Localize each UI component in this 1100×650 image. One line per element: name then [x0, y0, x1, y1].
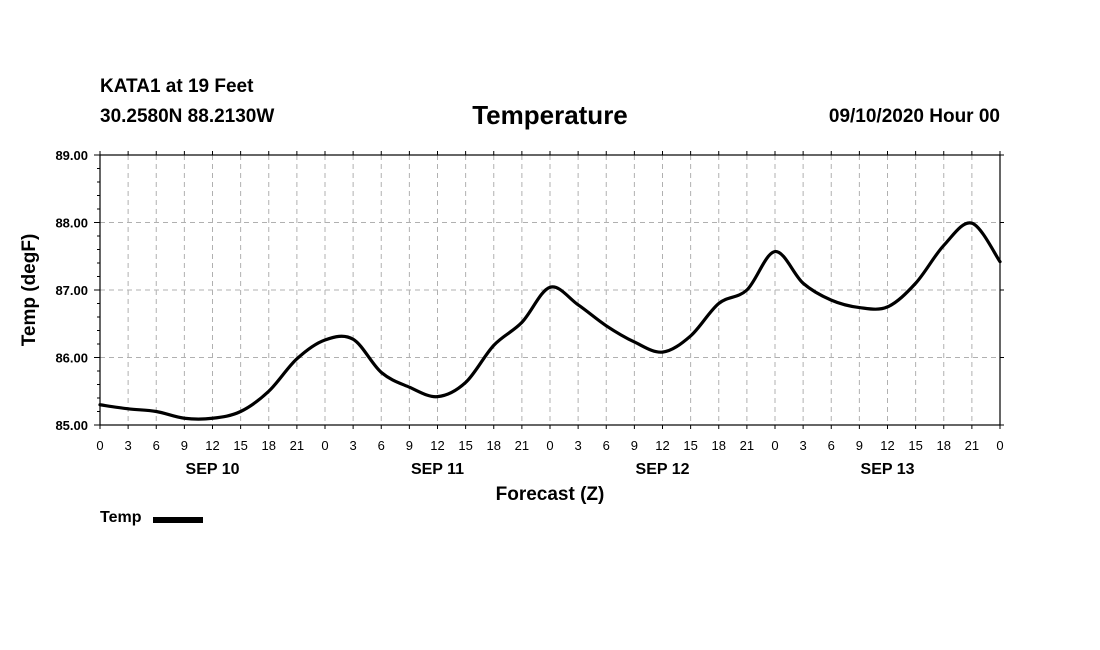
x-tick-label: 12 — [430, 438, 444, 453]
x-tick-label: 15 — [683, 438, 697, 453]
chart-title: Temperature — [472, 100, 628, 130]
y-axis-title: Temp (degF) — [19, 234, 40, 347]
x-tick-label: 3 — [125, 438, 132, 453]
x-tick-label: 18 — [487, 438, 501, 453]
x-tick-label: 0 — [771, 438, 778, 453]
x-tick-label: 15 — [908, 438, 922, 453]
x-tick-label: 18 — [712, 438, 726, 453]
x-tick-label: 9 — [631, 438, 638, 453]
legend-line-swatch — [153, 516, 204, 523]
ticks: 0 3 6 9 12 15 18 21 0 3 6 9 12 15 18 21 0 3 6 9 12 15 18 21 0 3 6 9… — [55, 148, 1004, 478]
y-tick-label: 89.00 — [55, 148, 88, 163]
grid — [100, 155, 1000, 425]
x-tick-label: 21 — [965, 438, 979, 453]
date-label: SEP 10 — [186, 461, 240, 478]
x-tick-label: 6 — [828, 438, 835, 453]
x-tick-label: 3 — [575, 438, 582, 453]
y-tick-label: 87.00 — [55, 283, 88, 298]
x-tick-label: 9 — [181, 438, 188, 453]
x-tick-label: 0 — [96, 438, 103, 453]
x-axis-title: Forecast (Z) — [496, 484, 605, 505]
x-tick-label: 12 — [655, 438, 669, 453]
x-tick-label: 21 — [740, 438, 754, 453]
run-time-label: 09/10/2020 Hour 00 — [828, 106, 1000, 127]
x-tick-label: 3 — [350, 438, 357, 453]
x-tick-label: 9 — [856, 438, 863, 453]
x-tick-label: 9 — [406, 438, 413, 453]
y-tick-label: 88.00 — [55, 216, 88, 231]
station-label: KATA1 at 19 Feet — [100, 76, 254, 97]
date-label: SEP 12 — [636, 461, 690, 478]
date-label: SEP 13 — [861, 461, 915, 478]
x-tick-label: 12 — [880, 438, 894, 453]
x-tick-label: 18 — [937, 438, 951, 453]
x-tick-label: 15 — [458, 438, 472, 453]
x-tick-label: 3 — [800, 438, 807, 453]
x-tick-label: 21 — [290, 438, 304, 453]
series-line-temp — [98, 221, 1002, 421]
legend-label: Temp — [100, 509, 142, 526]
x-tick-label: 18 — [262, 438, 276, 453]
x-tick-label: 6 — [153, 438, 160, 453]
y-tick-label: 85.00 — [55, 418, 88, 433]
x-tick-label: 0 — [996, 438, 1003, 453]
x-tick-label: 21 — [515, 438, 529, 453]
x-tick-label: 12 — [205, 438, 219, 453]
series — [98, 221, 1002, 421]
x-tick-label: 0 — [321, 438, 328, 453]
x-tick-label: 6 — [603, 438, 610, 453]
y-tick-label: 86.00 — [55, 351, 88, 366]
coordinates-label: 30.2580N 88.2130W — [100, 106, 275, 127]
x-tick-label: 15 — [233, 438, 247, 453]
legend: Temp — [100, 509, 204, 527]
date-label: SEP 11 — [411, 461, 464, 478]
x-tick-label: 6 — [378, 438, 385, 453]
x-tick-label: 0 — [546, 438, 553, 453]
